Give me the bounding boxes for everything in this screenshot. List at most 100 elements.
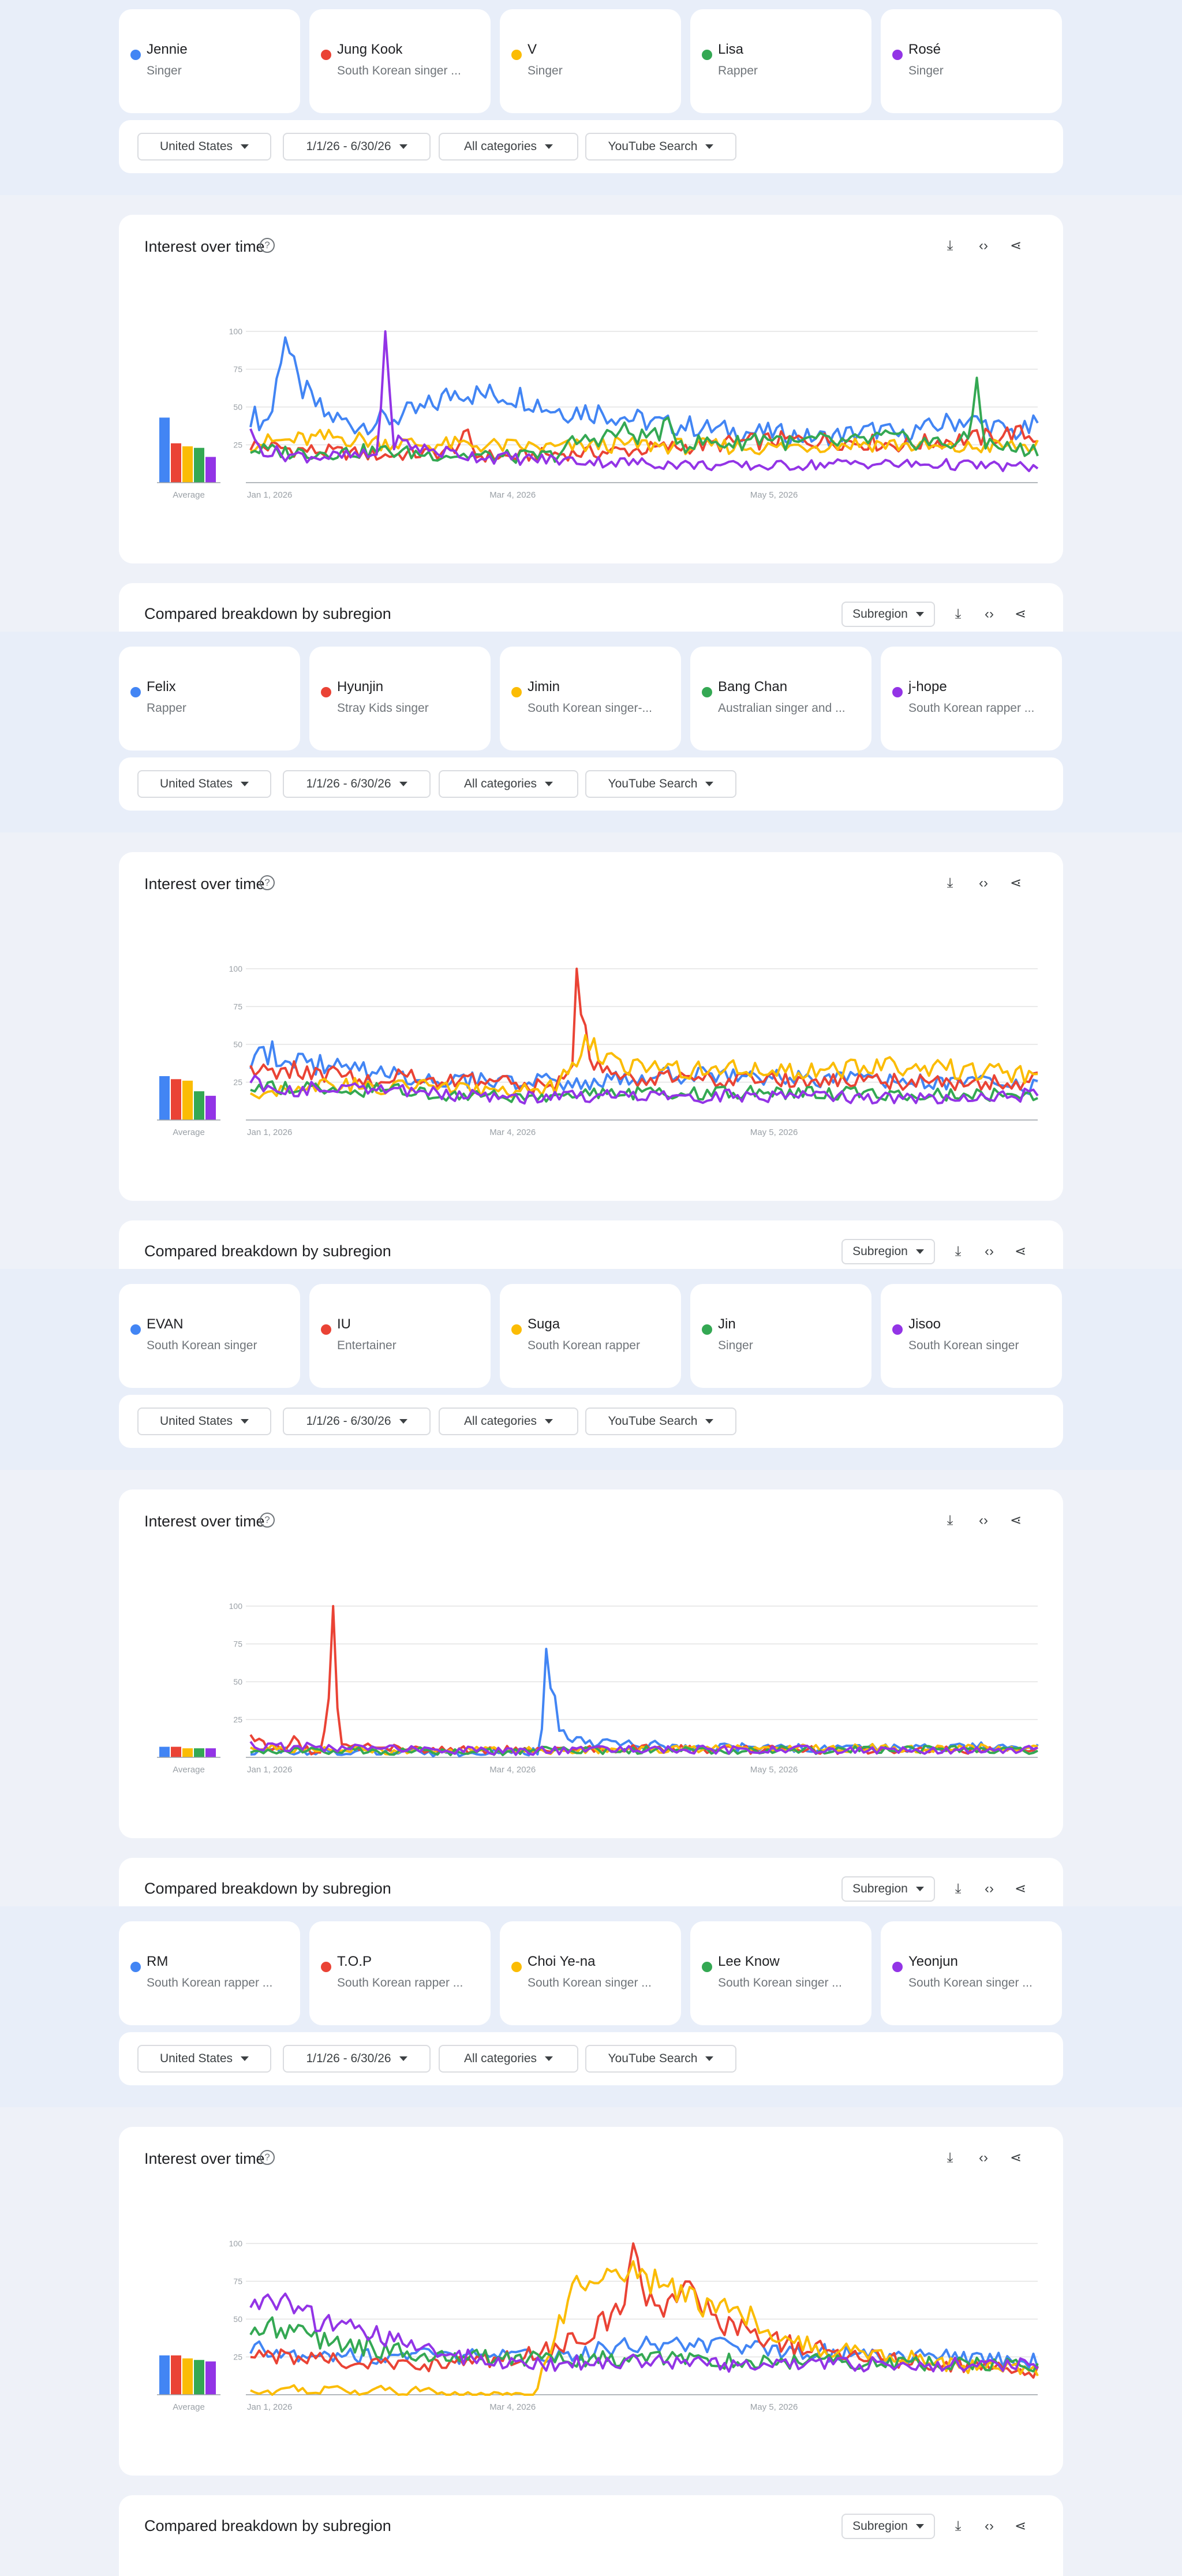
embed-icon[interactable]: ‹› — [979, 238, 988, 253]
search-term-card[interactable]: Jin Singer — [690, 1284, 871, 1388]
search-term-card[interactable]: EVAN South Korean singer — [119, 1284, 300, 1388]
series-line — [249, 1040, 1038, 1095]
search-term-card[interactable]: Rosé Singer — [881, 9, 1062, 113]
subregion-dropdown[interactable]: Subregion — [841, 2514, 935, 2539]
share-icon[interactable]: ⋖ — [1009, 238, 1022, 253]
term-color-dot — [321, 1324, 331, 1335]
term-color-dot — [130, 687, 141, 697]
download-icon[interactable]: ⤓ — [955, 606, 962, 622]
search-term-card[interactable]: j-hope South Korean rapper ... — [881, 647, 1062, 751]
share-icon[interactable]: ⋖ — [1009, 2150, 1022, 2166]
search-term-card[interactable]: Lisa Rapper — [690, 9, 871, 113]
help-icon[interactable]: ? — [260, 238, 275, 253]
average-bar — [182, 446, 193, 483]
share-icon[interactable]: ⋖ — [1014, 2518, 1027, 2534]
download-icon[interactable]: ⤓ — [955, 1244, 962, 1259]
comparison-section: Felix Rapper Hyunjin Stray Kids singer Jimin… — [0, 632, 1182, 1269]
date-range-filter[interactable]: 1/1/26 - 6/30/26 — [283, 770, 431, 798]
y-tick-label: 75 — [233, 1640, 242, 1649]
share-icon[interactable]: ⋖ — [1009, 1513, 1022, 1528]
filter-label: 1/1/26 - 6/30/26 — [306, 1414, 391, 1428]
filter-label: 1/1/26 - 6/30/26 — [306, 777, 391, 790]
share-icon[interactable]: ⋖ — [1009, 875, 1022, 891]
search-term-card[interactable]: Bang Chan Australian singer and ... — [690, 647, 871, 751]
series-line — [249, 968, 1038, 1095]
x-tick-label: Jan 1, 2026 — [247, 1128, 292, 1137]
search-term-card[interactable]: Felix Rapper — [119, 647, 300, 751]
region-filter[interactable]: United States — [137, 1408, 271, 1435]
download-icon[interactable]: ⤓ — [955, 1881, 962, 1896]
average-bar — [194, 1748, 204, 1757]
term-name: Jung Kook — [337, 42, 403, 57]
help-icon[interactable]: ? — [260, 875, 275, 890]
search-term-card[interactable]: Lee Know South Korean singer ... — [690, 1921, 871, 2025]
date-range-filter[interactable]: 1/1/26 - 6/30/26 — [283, 2045, 431, 2073]
embed-icon[interactable]: ‹› — [985, 1244, 994, 1259]
subregion-dropdown[interactable]: Subregion — [841, 602, 935, 627]
download-icon[interactable]: ⤓ — [947, 875, 953, 891]
filter-label: 1/1/26 - 6/30/26 — [306, 140, 391, 153]
search-term-card[interactable]: Jimin South Korean singer-... — [500, 647, 681, 751]
download-icon[interactable]: ⤓ — [947, 2150, 953, 2166]
caret-down-icon — [545, 782, 553, 787]
share-icon[interactable]: ⋖ — [1014, 1244, 1027, 1259]
download-icon[interactable]: ⤓ — [947, 1513, 953, 1528]
date-range-filter[interactable]: 1/1/26 - 6/30/26 — [283, 133, 431, 160]
region-filter[interactable]: United States — [137, 2045, 271, 2073]
interest-over-time-card: Interest over time? ⤓ ‹› ⋖ 100 75 50 25 Jan 1, 2… — [119, 215, 1063, 563]
help-icon[interactable]: ? — [260, 1513, 275, 1528]
search-term-card[interactable]: Hyunjin Stray Kids singer — [309, 647, 491, 751]
x-tick-label: Mar 4, 2026 — [489, 1128, 536, 1137]
y-tick-label: 75 — [233, 2277, 242, 2286]
search-term-card[interactable]: Jennie Singer — [119, 9, 300, 113]
term-description: Singer — [908, 64, 944, 77]
embed-icon[interactable]: ‹› — [985, 1881, 994, 1896]
search-property-filter[interactable]: YouTube Search — [585, 2045, 736, 2073]
search-property-filter[interactable]: YouTube Search — [585, 133, 736, 160]
date-range-filter[interactable]: 1/1/26 - 6/30/26 — [283, 1408, 431, 1435]
search-property-filter[interactable]: YouTube Search — [585, 770, 736, 798]
search-property-filter[interactable]: YouTube Search — [585, 1408, 736, 1435]
region-filter[interactable]: United States — [137, 770, 271, 798]
region-filter[interactable]: United States — [137, 133, 271, 160]
share-icon[interactable]: ⋖ — [1014, 606, 1027, 622]
search-term-card[interactable]: V Singer — [500, 9, 681, 113]
help-icon[interactable]: ? — [260, 2150, 275, 2165]
caret-down-icon — [705, 2056, 714, 2062]
search-term-card[interactable]: IU Entertainer — [309, 1284, 491, 1388]
category-filter[interactable]: All categories — [439, 770, 578, 798]
filter-label: All categories — [463, 777, 537, 790]
download-icon[interactable]: ⤓ — [955, 2518, 962, 2534]
download-icon[interactable]: ⤓ — [947, 238, 953, 253]
filter-label: United States — [159, 1414, 233, 1428]
filter-label: 1/1/26 - 6/30/26 — [306, 2052, 391, 2065]
embed-icon[interactable]: ‹› — [985, 2518, 994, 2534]
search-term-card[interactable]: Yeonjun South Korean singer ... — [881, 1921, 1062, 2025]
category-filter[interactable]: All categories — [439, 2045, 578, 2073]
share-icon[interactable]: ⋖ — [1014, 1881, 1027, 1896]
term-color-dot — [321, 50, 331, 60]
embed-icon[interactable]: ‹› — [979, 2150, 988, 2166]
average-bar — [205, 1096, 216, 1120]
embed-icon[interactable]: ‹› — [979, 1513, 988, 1528]
term-description: Rapper — [147, 701, 186, 715]
embed-icon[interactable]: ‹› — [985, 606, 994, 622]
average-label: Average — [173, 490, 205, 500]
category-filter[interactable]: All categories — [439, 1408, 578, 1435]
caret-down-icon — [545, 1419, 553, 1424]
search-term-card[interactable]: T.O.P South Korean rapper ... — [309, 1921, 491, 2025]
search-term-card[interactable]: RM South Korean rapper ... — [119, 1921, 300, 2025]
term-name: EVAN — [147, 1316, 184, 1332]
search-term-card[interactable]: Suga South Korean rapper — [500, 1284, 681, 1388]
term-color-dot — [321, 1962, 331, 1972]
term-color-dot — [130, 1324, 141, 1335]
term-color-dot — [321, 687, 331, 697]
subregion-dropdown[interactable]: Subregion — [841, 1876, 935, 1902]
search-term-card[interactable]: Jisoo South Korean singer — [881, 1284, 1062, 1388]
term-name: Lisa — [718, 42, 744, 57]
search-term-card[interactable]: Choi Ye-na South Korean singer ... — [500, 1921, 681, 2025]
search-term-card[interactable]: Jung Kook South Korean singer ... — [309, 9, 491, 113]
embed-icon[interactable]: ‹› — [979, 875, 988, 891]
category-filter[interactable]: All categories — [439, 133, 578, 160]
subregion-dropdown[interactable]: Subregion — [841, 1239, 935, 1264]
